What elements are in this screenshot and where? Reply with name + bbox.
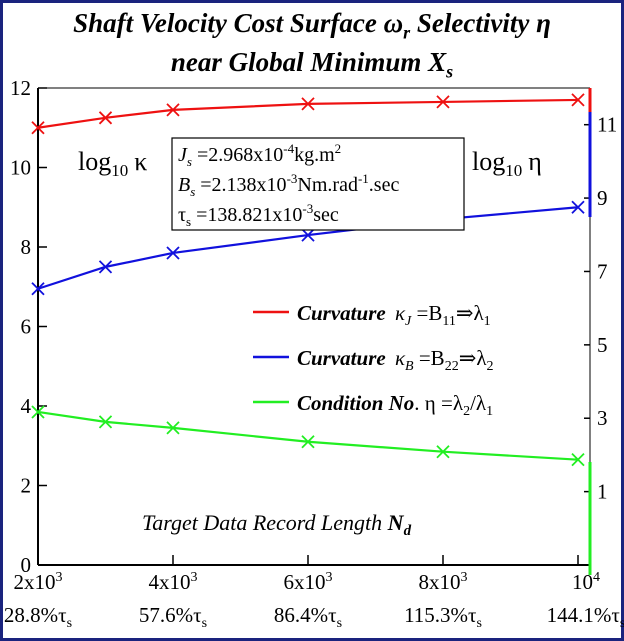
series-point-kappa_B — [98, 260, 113, 274]
series-point-kappa_J — [571, 93, 585, 107]
x-tick-label: 8x103 — [419, 570, 468, 594]
x-tick-tau-label: 28.8%τs — [4, 603, 72, 631]
chart-title-line2: near Global Minimum Xs — [0, 47, 624, 82]
x-tick-label: 104 — [572, 570, 600, 594]
x-tick-label: 2x103 — [14, 570, 63, 594]
left-tick-label: 0 — [21, 553, 32, 577]
left-tick-label: 12 — [10, 76, 31, 100]
legend-label-kappa-J: Curvature κJ =B11⇒λ1 — [297, 301, 491, 329]
chart-title-line1: Shaft Velocity Cost Surface ωr Selectivi… — [0, 8, 624, 43]
left-tick-label: 4 — [21, 394, 32, 418]
param-tau: τs =138.821x10-3sec — [178, 201, 339, 229]
series-line-eta — [37, 410, 579, 461]
title-line2-text: near Global Minimum — [170, 47, 429, 77]
x-tick-tau-label: 86.4%τs — [274, 603, 342, 631]
series-kappa_J — [31, 93, 585, 135]
series-point-kappa_B — [571, 200, 585, 214]
series-point-kappa_J — [98, 111, 113, 125]
right-tick-label: 11 — [597, 113, 617, 137]
x-tick-label: 6x103 — [284, 570, 333, 594]
title-omega-symbol: ω — [383, 8, 404, 38]
x-axis-title: Target Data Record Length Nd — [142, 510, 412, 539]
title-omega-subscript: r — [403, 22, 411, 43]
right-tick-label: 9 — [597, 186, 608, 210]
param-J: Js =2.968x10-4kg.m2 — [178, 141, 341, 169]
x-tick-tau-label: 115.3%τs — [404, 603, 482, 631]
series-point-kappa_J — [436, 95, 450, 109]
legend: Curvature κJ =B11⇒λ1 Curvature κB =B22⇒λ… — [253, 301, 494, 419]
series-point-kappa_J — [166, 103, 180, 117]
params-box: Js =2.968x10-4kg.m2 Bs =2.138x10-3Nm.rad… — [171, 137, 465, 231]
legend-label-kappa-B: Curvature κB =B22⇒λ2 — [297, 346, 494, 374]
series-point-eta — [301, 435, 315, 449]
series-point-kappa_J — [31, 121, 45, 135]
left-tick-label: 10 — [10, 156, 31, 180]
series-group — [31, 93, 585, 467]
left-ticks: 0 2 4 6 8 10 12 — [10, 76, 47, 577]
series-point-eta — [571, 453, 585, 467]
param-B: Bs =2.138x10-3Nm.rad-1.sec — [178, 171, 399, 199]
x-tick-label: 4x103 — [149, 570, 198, 594]
series-point-eta — [436, 445, 450, 459]
right-ticks: 1 3 5 7 9 11 — [584, 113, 617, 504]
right-tick-label: 3 — [597, 406, 608, 430]
x-tick-tau-label: 144.1%τs — [547, 603, 624, 631]
right-tick-label: 7 — [597, 259, 608, 283]
x-tick-tau-label: 57.6%τs — [139, 603, 207, 631]
series-point-kappa_B — [31, 282, 45, 296]
series-point-eta — [98, 415, 113, 429]
series-line-kappa_B — [37, 206, 579, 290]
series-eta — [31, 405, 585, 467]
title-X-subscript: s — [446, 61, 454, 82]
series-point-kappa_B — [166, 246, 180, 260]
series-point-kappa_J — [301, 97, 315, 111]
title-line1-suffix: Selectivity η — [410, 8, 551, 38]
left-tick-label: 2 — [21, 474, 32, 498]
x-ticks: 2x103 28.8%τs 4x103 57.6%τs 6x103 86.4%τs 8x10… — [4, 555, 624, 631]
legend-label-eta: Condition No. η =λ2/λ1 — [297, 391, 493, 419]
params-box-border — [171, 137, 465, 231]
left-tick-label: 8 — [21, 235, 32, 259]
right-tick-label: 1 — [597, 480, 608, 504]
left-tick-label: 6 — [21, 315, 32, 339]
left-axis-label: log10 κ — [78, 147, 147, 180]
title-line1-text: Shaft Velocity Cost Surface — [73, 8, 384, 38]
series-point-eta — [31, 405, 45, 419]
series-kappa_B — [31, 200, 585, 296]
series-point-eta — [166, 421, 180, 435]
right-axis-label: log10 η — [472, 147, 542, 180]
title-X-symbol: X — [428, 47, 447, 77]
right-tick-label: 5 — [597, 333, 608, 357]
series-point-kappa_B — [301, 228, 315, 242]
series-line-kappa_J — [37, 98, 579, 129]
